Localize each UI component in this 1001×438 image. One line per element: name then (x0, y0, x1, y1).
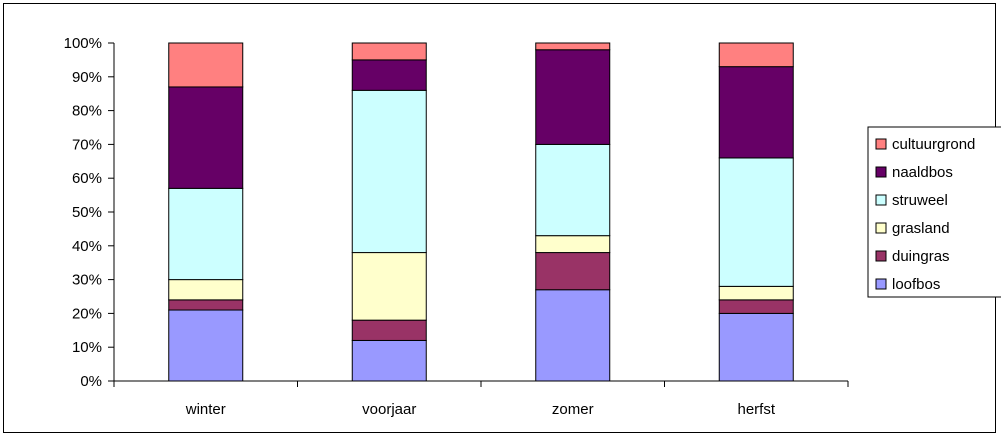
bar-segment-loofbos-herfst (718, 312, 794, 382)
bar-segment-cultuurgrond-herfst (718, 42, 794, 68)
bar-segment-grasland-voorjaar (351, 252, 427, 321)
y-tick-label: 0% (80, 373, 102, 390)
bar-segment-loofbos-zomer (535, 289, 611, 382)
legend-label-struweel: struweel (892, 192, 948, 209)
y-tick-label: 40% (72, 238, 102, 255)
legend-label-naaldbos: naaldbos (892, 164, 953, 181)
x-tick-label: zomer (552, 401, 594, 418)
bar-segment-struweel-zomer (535, 143, 611, 237)
legend-swatch-cultuurgrond (875, 138, 887, 150)
legend-label-grasland: grasland (892, 220, 950, 237)
bar-segment-cultuurgrond-zomer (535, 42, 611, 51)
bar-segment-duingras-zomer (535, 252, 611, 291)
x-tick-label: voorjaar (362, 401, 416, 418)
bar-segment-loofbos-winter (168, 309, 244, 382)
bar-segment-loofbos-voorjaar (351, 339, 427, 382)
y-tick-label: 80% (72, 103, 102, 120)
y-tick-label: 10% (72, 339, 102, 356)
legend: cultuurgrond naaldbos struweel grasland duin… (867, 126, 1001, 298)
bar-segment-duingras-winter (168, 299, 244, 311)
y-tick-label: 60% (72, 170, 102, 187)
bars (168, 42, 794, 382)
y-tick-label: 50% (72, 204, 102, 221)
y-tick-label: 100% (64, 35, 102, 52)
bar-segment-struweel-herfst (718, 157, 794, 287)
x-tick-label: herfst (737, 401, 775, 418)
legend-label-loofbos: loofbos (892, 276, 940, 293)
bar-segment-grasland-winter (168, 279, 244, 301)
legend-swatch-naaldbos (875, 166, 887, 178)
bar-segment-duingras-voorjaar (351, 319, 427, 341)
bar-segment-cultuurgrond-winter (168, 42, 244, 88)
y-axis: 0% 10% 20% 30% 40% 50% 60% 70% 80% 90% 100% (64, 35, 115, 390)
y-tick-label: 20% (72, 305, 102, 322)
legend-swatch-struweel (875, 194, 887, 206)
bar-segment-naaldbos-winter (168, 86, 244, 189)
legend-box (867, 126, 1001, 298)
bar-segment-naaldbos-voorjaar (351, 59, 427, 91)
bar-segment-grasland-zomer (535, 235, 611, 254)
bar-segment-struweel-voorjaar (351, 89, 427, 254)
x-tick-label: winter (185, 401, 226, 418)
bar-segment-duingras-herfst (718, 299, 794, 314)
bar-segment-struweel-winter (168, 187, 244, 281)
legend-swatch-loofbos (875, 278, 887, 290)
bar-segment-naaldbos-herfst (718, 66, 794, 159)
legend-label-cultuurgrond: cultuurgrond (892, 136, 975, 153)
y-tick-label: 90% (72, 69, 102, 86)
bar-segment-grasland-herfst (718, 285, 794, 301)
legend-swatch-grasland (875, 222, 887, 234)
y-tick-label: 30% (72, 272, 102, 289)
x-axis: winter voorjaar zomer herfst (113, 380, 849, 418)
legend-swatch-duingras (875, 250, 887, 262)
y-tick-label: 70% (72, 136, 102, 153)
bar-segment-cultuurgrond-voorjaar (351, 42, 427, 61)
bar-segment-naaldbos-zomer (535, 49, 611, 145)
legend-label-duingras: duingras (892, 248, 950, 265)
